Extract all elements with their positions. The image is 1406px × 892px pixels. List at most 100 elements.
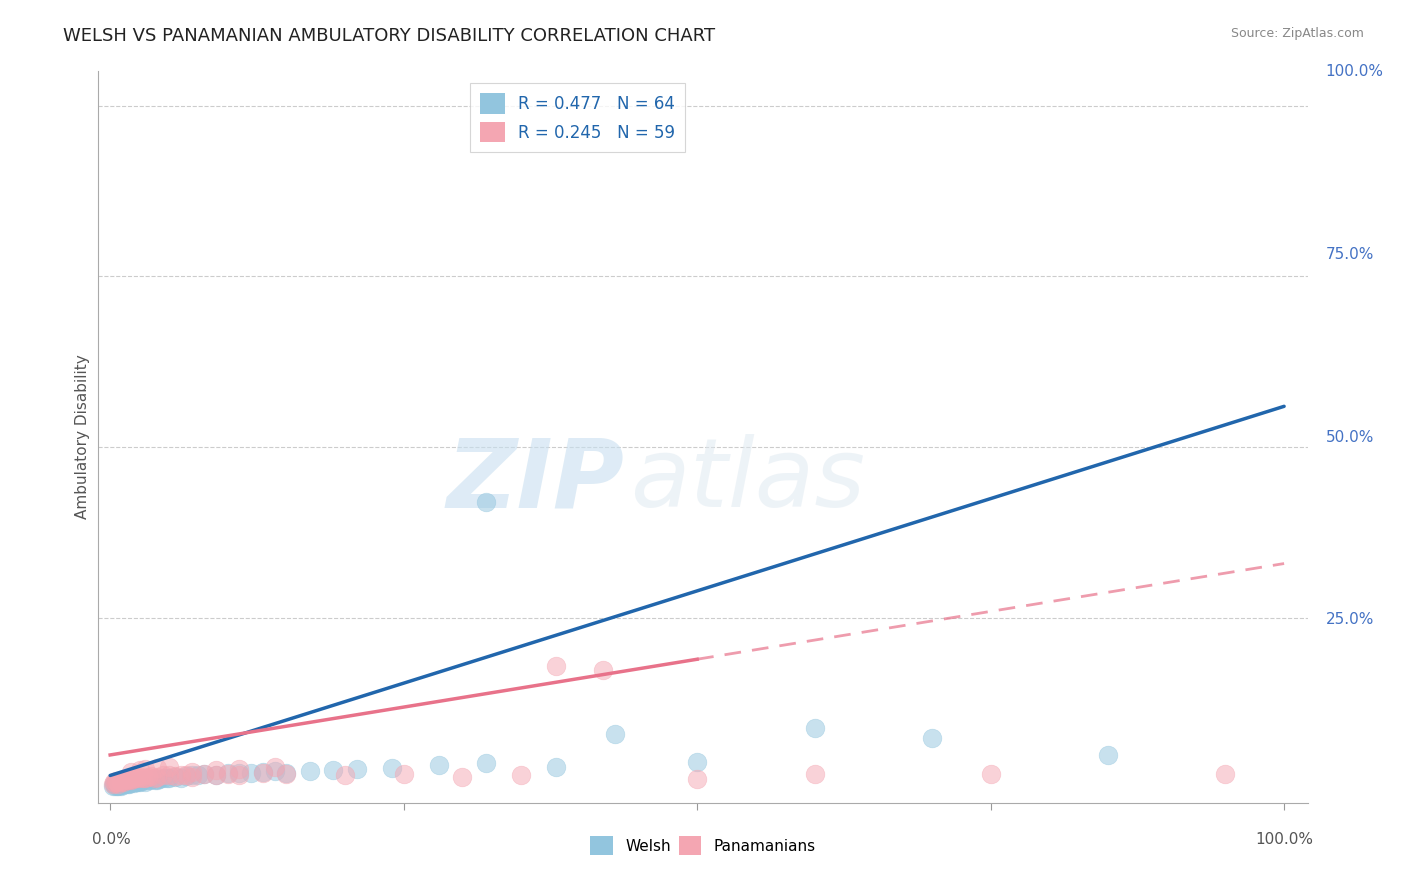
Point xyxy=(104,776,127,790)
Point xyxy=(263,764,285,779)
Point xyxy=(803,721,825,735)
Point xyxy=(118,777,141,791)
Point xyxy=(121,772,143,786)
Point xyxy=(592,663,614,677)
Point xyxy=(157,760,180,774)
Point xyxy=(101,777,124,791)
Point xyxy=(276,767,298,781)
Point xyxy=(546,759,568,773)
Point xyxy=(228,765,250,780)
Text: ZIP: ZIP xyxy=(447,434,624,527)
Point xyxy=(132,771,155,785)
Point xyxy=(134,774,156,789)
Point xyxy=(152,768,174,782)
Point xyxy=(112,775,135,789)
Point xyxy=(120,772,142,787)
Point xyxy=(114,777,136,791)
Point xyxy=(146,770,169,784)
Point xyxy=(127,775,149,789)
Point xyxy=(163,770,186,784)
Point xyxy=(228,768,250,782)
Point xyxy=(181,770,204,784)
Point xyxy=(101,779,124,793)
Point xyxy=(139,772,162,787)
Point xyxy=(263,759,285,773)
Point xyxy=(228,762,250,776)
Point xyxy=(240,766,263,780)
Point xyxy=(803,767,825,781)
Legend: Welsh, Panamanians: Welsh, Panamanians xyxy=(583,830,823,861)
Point xyxy=(112,777,135,791)
Point xyxy=(105,777,128,791)
Text: 0.0%: 0.0% xyxy=(93,832,131,847)
Text: 100.0%: 100.0% xyxy=(1326,64,1384,78)
Point xyxy=(111,773,134,788)
Point xyxy=(111,778,134,792)
Point xyxy=(451,770,474,784)
Point xyxy=(136,770,159,784)
Text: 100.0%: 100.0% xyxy=(1256,832,1313,847)
Point xyxy=(125,771,148,785)
Point xyxy=(105,773,128,788)
Point xyxy=(181,765,204,780)
Point xyxy=(120,776,142,790)
Point xyxy=(110,773,132,788)
Point xyxy=(187,768,209,782)
Point xyxy=(980,767,1002,781)
Point xyxy=(104,779,127,793)
Point xyxy=(204,768,226,782)
Point xyxy=(103,775,125,789)
Point xyxy=(120,771,142,785)
Point xyxy=(217,767,239,781)
Point xyxy=(181,768,204,782)
Point xyxy=(148,772,170,786)
Point xyxy=(475,495,498,509)
Point xyxy=(152,771,174,785)
Point xyxy=(120,775,142,789)
Text: 25.0%: 25.0% xyxy=(1326,613,1374,627)
Point xyxy=(117,775,139,789)
Point xyxy=(510,768,533,782)
Point xyxy=(921,731,943,745)
Point xyxy=(276,765,298,780)
Point xyxy=(122,771,145,785)
Point xyxy=(110,779,132,793)
Point xyxy=(136,773,159,788)
Point xyxy=(141,772,163,786)
Point xyxy=(143,773,166,788)
Point xyxy=(252,766,274,780)
Point xyxy=(128,774,150,789)
Point xyxy=(686,772,709,786)
Point xyxy=(129,773,152,788)
Point xyxy=(322,763,344,777)
Point xyxy=(193,767,215,781)
Point xyxy=(157,771,180,785)
Point xyxy=(346,762,368,776)
Point xyxy=(114,772,136,786)
Point xyxy=(157,768,180,782)
Point xyxy=(141,769,163,783)
Point xyxy=(163,769,186,783)
Point xyxy=(108,778,131,792)
Text: atlas: atlas xyxy=(630,434,866,527)
Point xyxy=(298,764,321,778)
Point xyxy=(176,768,198,782)
Point xyxy=(546,659,568,673)
Point xyxy=(193,767,215,781)
Point xyxy=(125,774,148,789)
Point xyxy=(103,777,125,791)
Point xyxy=(143,771,166,785)
Point xyxy=(1097,747,1119,762)
Point xyxy=(115,773,138,788)
Point xyxy=(134,771,156,785)
Point xyxy=(146,761,169,775)
Point xyxy=(427,758,450,772)
Point xyxy=(603,727,626,741)
Text: 50.0%: 50.0% xyxy=(1326,430,1374,444)
Text: Source: ZipAtlas.com: Source: ZipAtlas.com xyxy=(1230,27,1364,40)
Point xyxy=(105,780,128,794)
Point xyxy=(475,756,498,771)
Point xyxy=(217,766,239,780)
Text: 75.0%: 75.0% xyxy=(1326,247,1374,261)
Point xyxy=(381,761,404,775)
